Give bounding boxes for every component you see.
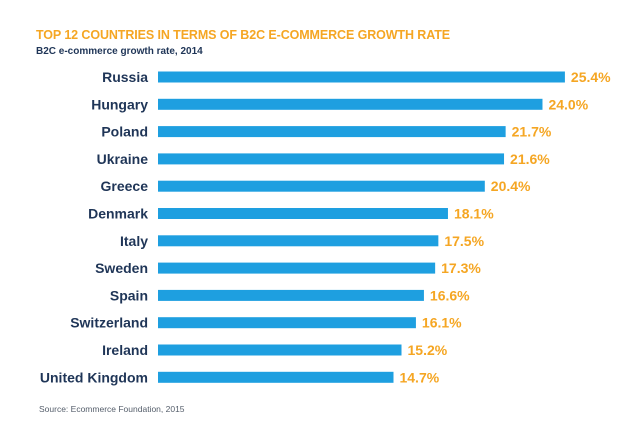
value-label: 17.5% [444,233,484,249]
category-label: United Kingdom [40,369,148,385]
bar-greece [158,180,485,192]
category-label: Sweden [95,260,148,276]
category-label: Russia [102,69,148,85]
value-label: 14.7% [399,369,439,385]
category-label: Switzerland [70,315,148,331]
value-label: 20.4% [491,178,531,194]
category-label: Italy [120,233,148,249]
value-label: 21.6% [510,151,550,167]
bar-italy [158,235,439,247]
value-label: 18.1% [454,206,494,222]
chart-subtitle: B2C e-commerce growth rate, 2014 [36,46,203,57]
bar-sweden [158,262,436,274]
category-label: Spain [110,287,148,303]
source-note: Source: Ecommerce Foundation, 2015 [39,404,185,414]
bar-poland [158,126,506,138]
category-label: Ireland [102,342,148,358]
bar-ukraine [158,153,505,165]
bar-russia [158,71,565,83]
value-label: 16.6% [430,287,470,303]
value-label: 25.4% [571,69,611,85]
bar-switzerland [158,317,416,329]
category-label: Poland [101,124,148,140]
value-label: 21.7% [512,124,552,140]
bar-spain [158,289,424,301]
bar-ireland [158,344,402,356]
category-label: Denmark [88,206,148,222]
category-label: Hungary [91,96,148,112]
value-label: 16.1% [422,315,462,331]
value-label: 24.0% [548,96,588,112]
bar-denmark [158,208,448,219]
value-label: 17.3% [441,260,481,276]
category-label: Greece [101,178,149,194]
value-label: 15.2% [408,342,448,358]
category-label: Ukraine [97,151,149,167]
chart-title: TOP 12 COUNTRIES IN TERMS OF B2C E-COMME… [36,28,450,42]
bar-hungary [158,98,543,110]
bar-united-kingdom [158,371,394,383]
